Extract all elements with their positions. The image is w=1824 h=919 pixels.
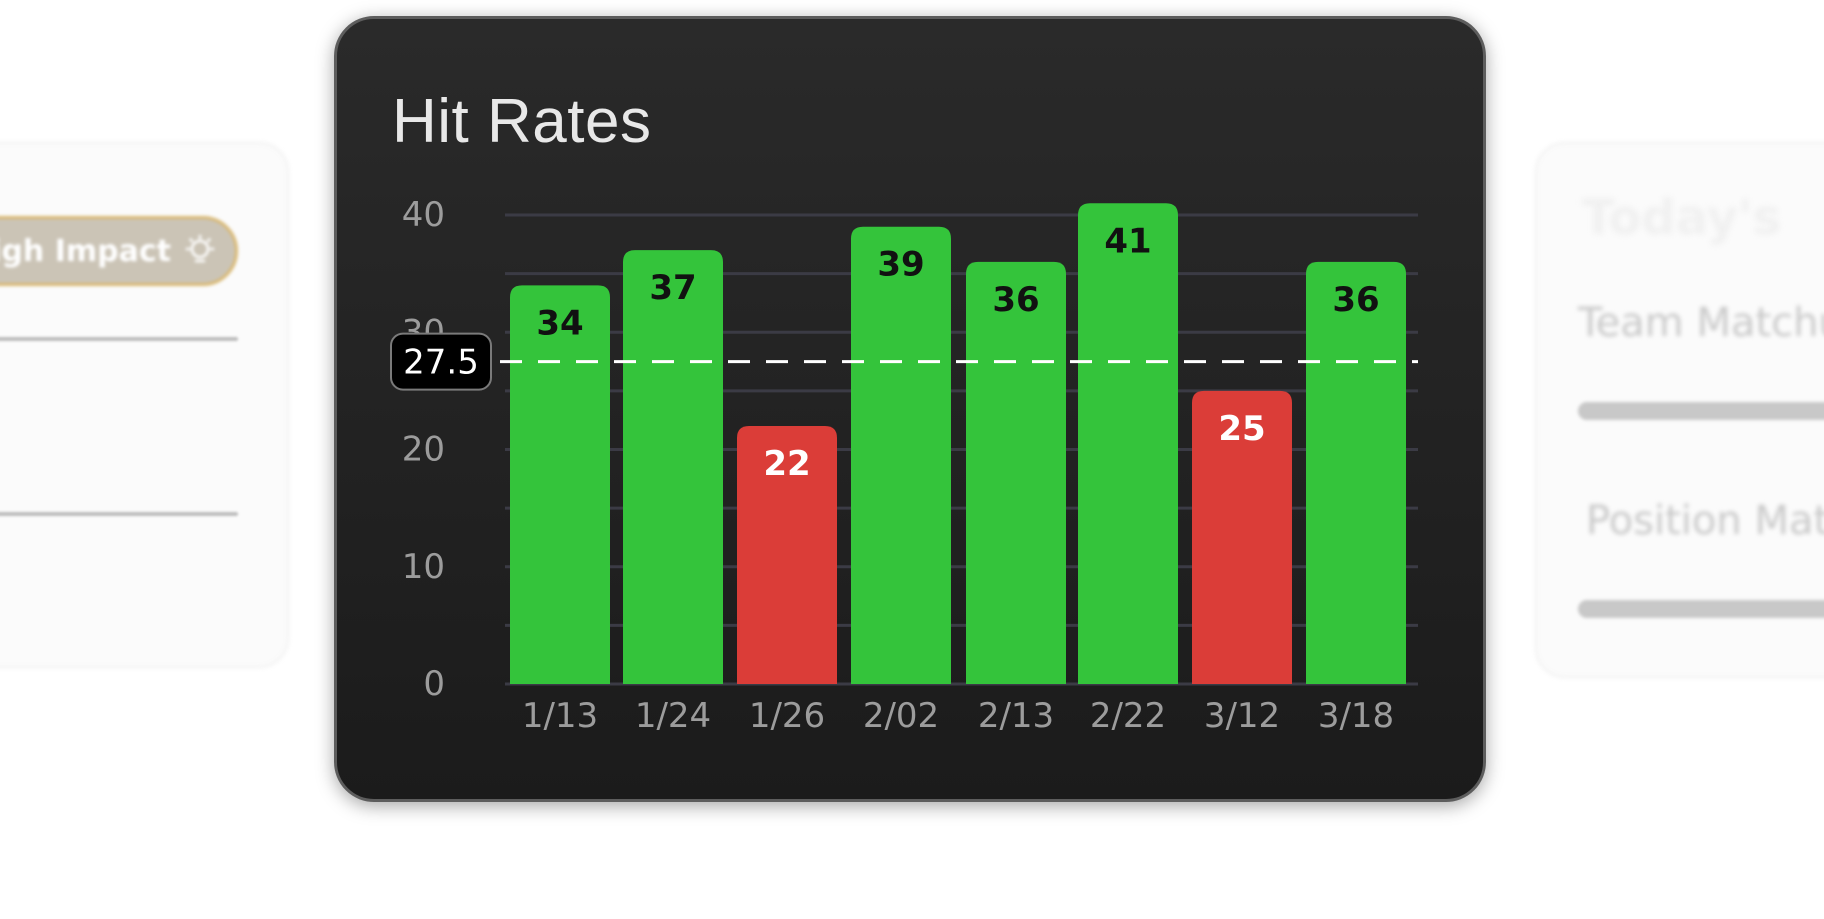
right-card-progress-1 xyxy=(1578,402,1824,420)
reference-line-label-box xyxy=(390,332,492,391)
bar-2-13[interactable] xyxy=(966,261,1066,684)
bar-value-label: 36 xyxy=(1332,280,1379,320)
lightbulb-icon xyxy=(185,234,215,263)
x-tick-label: 3/18 xyxy=(1318,696,1394,736)
left-card-divider-2 xyxy=(0,512,238,516)
right-card-ghost-title: Today's xyxy=(1582,190,1782,246)
x-axis-ticks: 1/13 1/24 1/26 2/02 2/13 2/22 3/12 3/18 xyxy=(522,696,1394,736)
bar-3-12[interactable] xyxy=(1192,390,1292,684)
x-tick-label: 2/13 xyxy=(978,696,1054,736)
right-card-progress-2 xyxy=(1578,600,1824,618)
y-tick-label: 20 xyxy=(402,430,445,470)
bar-2-02[interactable] xyxy=(851,226,951,684)
bar-1-26[interactable] xyxy=(737,426,837,684)
x-tick-label: 3/12 xyxy=(1204,696,1280,736)
bars: 34 37 22 39 36 41 25 36 xyxy=(510,203,1406,685)
x-tick-label: 1/13 xyxy=(522,696,598,736)
x-tick-label: 1/26 xyxy=(749,696,825,736)
bar-value-label: 37 xyxy=(649,268,696,308)
bar-value-label: 25 xyxy=(1218,409,1265,449)
bar-2-22[interactable] xyxy=(1078,203,1178,684)
high-impact-badge[interactable]: High Impact xyxy=(0,216,238,286)
bar-value-label: 34 xyxy=(536,303,583,343)
right-card-row-label-2: Position Matchup xyxy=(1586,498,1824,544)
chart-title: Hit Rates xyxy=(392,87,652,156)
y-tick-label: 0 xyxy=(423,664,445,704)
x-tick-label: 1/24 xyxy=(635,696,711,736)
bar-value-label: 41 xyxy=(1104,221,1151,261)
right-card-row-label-1: Team Matchup xyxy=(1578,300,1824,346)
bar-3-18[interactable] xyxy=(1306,261,1406,684)
y-tick-label: 10 xyxy=(402,547,445,587)
y-tick-label: 40 xyxy=(402,195,445,235)
reference-line-label: 27.5 xyxy=(403,343,479,383)
x-tick-label: 2/22 xyxy=(1090,696,1166,736)
x-tick-label: 2/02 xyxy=(863,696,939,736)
high-impact-label: High Impact xyxy=(0,233,171,269)
bar-value-label: 22 xyxy=(763,444,810,484)
bar-1-13[interactable] xyxy=(510,285,610,684)
bar-1-24[interactable] xyxy=(623,250,723,685)
bar-value-label: 39 xyxy=(877,245,924,285)
bar-value-label: 36 xyxy=(992,280,1039,320)
left-card-divider-1 xyxy=(0,337,238,341)
reference-line-group: 27.5 xyxy=(390,332,1418,391)
